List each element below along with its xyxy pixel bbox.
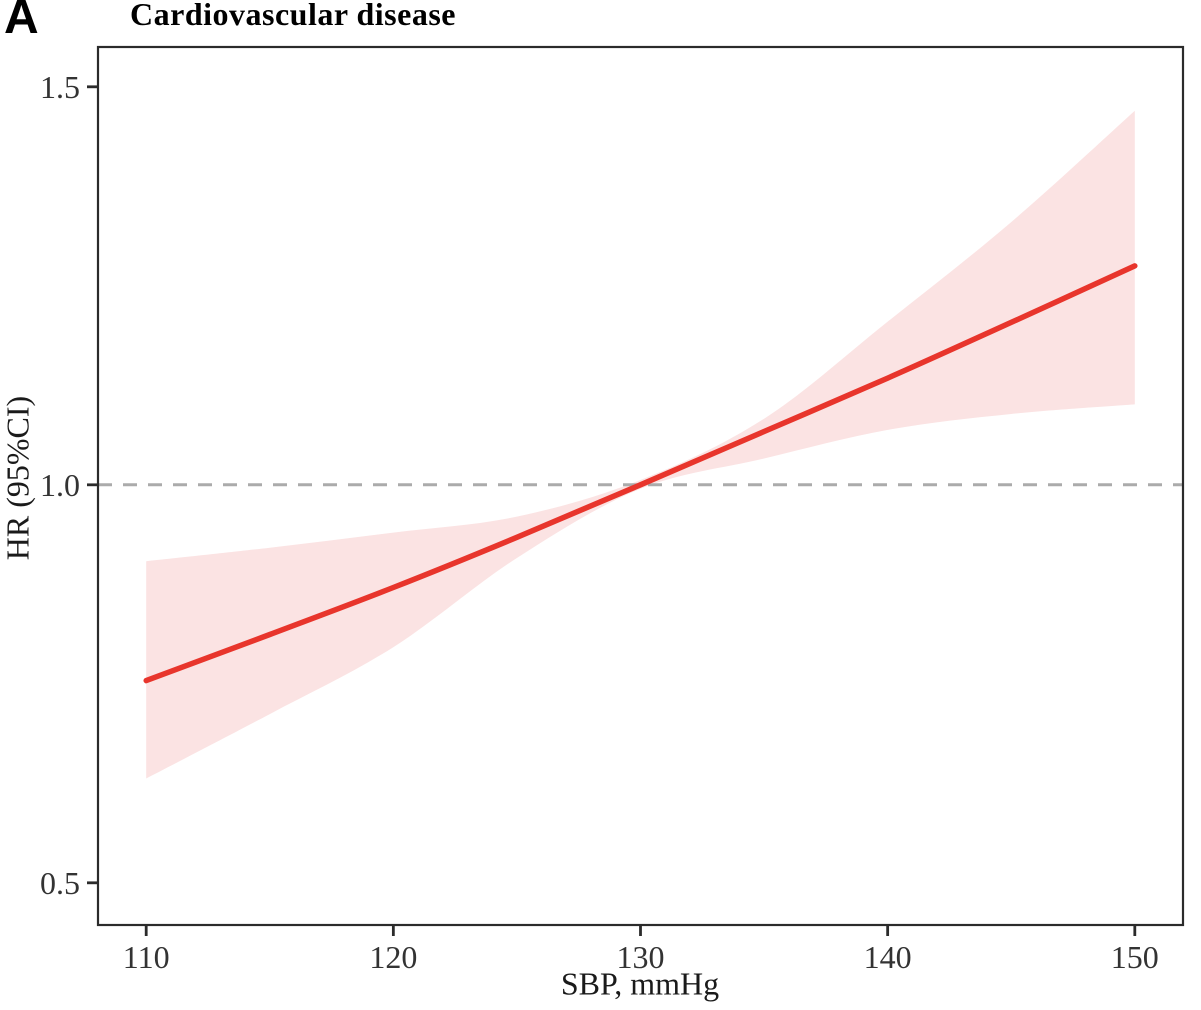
y-tick-label: 0.5 [40,865,80,901]
x-tick-label: 140 [864,939,912,975]
y-tick-label: 1.0 [40,467,80,503]
y-tick-label: 1.5 [40,69,80,105]
x-tick-label: 130 [617,939,665,975]
x-tick-label: 150 [1111,939,1159,975]
hr-curve [143,263,1138,684]
x-tick-label: 120 [369,939,417,975]
x-axis-label: SBP, mmHg [560,965,720,1002]
confidence-band [146,110,1135,779]
chart-title: Cardiovascular disease [130,0,456,32]
panel-label: A [4,0,39,44]
x-tick-label: 110 [123,939,170,975]
